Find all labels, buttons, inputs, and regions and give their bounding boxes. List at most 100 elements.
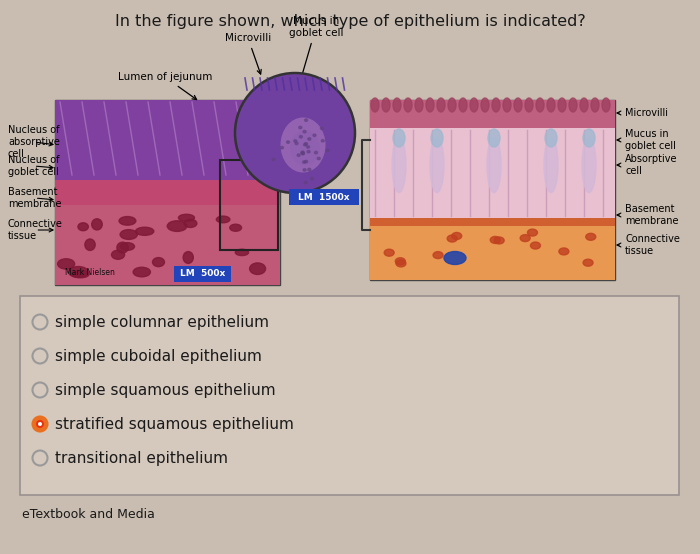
Ellipse shape: [437, 98, 445, 112]
Ellipse shape: [303, 130, 306, 133]
Text: LM  500x: LM 500x: [181, 269, 225, 279]
Text: LM  1500x: LM 1500x: [298, 192, 350, 202]
Ellipse shape: [184, 219, 197, 228]
Ellipse shape: [404, 98, 412, 112]
Ellipse shape: [235, 249, 248, 255]
Ellipse shape: [216, 216, 230, 223]
Bar: [55, 205, 280, 285]
Text: Lumen of jejunum: Lumen of jejunum: [118, 72, 212, 100]
Ellipse shape: [545, 129, 557, 147]
Text: simple cuboidal epithelium: simple cuboidal epithelium: [55, 348, 262, 363]
Ellipse shape: [392, 137, 406, 192]
Ellipse shape: [297, 154, 300, 156]
Bar: [370, 100, 615, 280]
Ellipse shape: [314, 151, 318, 154]
Ellipse shape: [308, 138, 311, 140]
Bar: [370, 218, 615, 226]
FancyBboxPatch shape: [174, 266, 231, 282]
Ellipse shape: [178, 214, 195, 221]
Ellipse shape: [559, 248, 569, 255]
Ellipse shape: [384, 249, 394, 256]
Ellipse shape: [71, 270, 89, 278]
Ellipse shape: [528, 229, 538, 236]
Text: Microvilli: Microvilli: [617, 108, 668, 118]
Ellipse shape: [286, 141, 290, 143]
Text: Nucleus of
absorptive
cell: Nucleus of absorptive cell: [8, 125, 60, 158]
Ellipse shape: [302, 161, 306, 163]
Ellipse shape: [317, 157, 320, 160]
Ellipse shape: [326, 149, 329, 152]
Text: eTextbook and Media: eTextbook and Media: [22, 508, 155, 521]
Ellipse shape: [481, 98, 489, 112]
Text: Basement
membrane: Basement membrane: [8, 187, 62, 209]
Ellipse shape: [117, 242, 128, 253]
Ellipse shape: [307, 150, 310, 153]
Ellipse shape: [57, 259, 75, 269]
Ellipse shape: [307, 146, 309, 148]
Bar: [55, 100, 280, 180]
Bar: [55, 100, 280, 285]
Ellipse shape: [569, 98, 577, 112]
Ellipse shape: [433, 252, 443, 259]
Ellipse shape: [492, 98, 500, 112]
Text: transitional epithelium: transitional epithelium: [55, 450, 228, 465]
Ellipse shape: [503, 98, 511, 112]
Text: Connective
tissue: Connective tissue: [8, 219, 63, 241]
Ellipse shape: [311, 177, 314, 180]
Text: Mucus in
goblet cell: Mucus in goblet cell: [617, 129, 676, 151]
Text: Mucus in
goblet cell: Mucus in goblet cell: [288, 17, 343, 78]
Ellipse shape: [583, 259, 593, 266]
Ellipse shape: [531, 242, 540, 249]
Ellipse shape: [547, 98, 555, 112]
Ellipse shape: [294, 140, 297, 142]
Ellipse shape: [313, 134, 316, 136]
FancyBboxPatch shape: [289, 189, 359, 205]
Ellipse shape: [395, 258, 405, 265]
Text: Mark Nielsen: Mark Nielsen: [65, 268, 115, 277]
Ellipse shape: [300, 136, 302, 138]
Ellipse shape: [448, 98, 456, 112]
Ellipse shape: [250, 263, 265, 274]
Ellipse shape: [308, 168, 311, 171]
Ellipse shape: [78, 223, 88, 230]
Bar: [370, 226, 615, 280]
Ellipse shape: [290, 131, 320, 166]
Ellipse shape: [494, 237, 504, 244]
Ellipse shape: [488, 129, 500, 147]
Text: In the figure shown, which type of epithelium is indicated?: In the figure shown, which type of epith…: [115, 14, 585, 29]
Ellipse shape: [580, 98, 588, 112]
Ellipse shape: [586, 233, 596, 240]
Text: simple squamous epithelium: simple squamous epithelium: [55, 382, 276, 398]
Ellipse shape: [591, 98, 599, 112]
Ellipse shape: [301, 151, 304, 153]
Ellipse shape: [281, 146, 284, 149]
Ellipse shape: [444, 252, 466, 264]
Ellipse shape: [452, 233, 462, 239]
Circle shape: [36, 420, 44, 428]
Text: Absorptive
cell: Absorptive cell: [617, 154, 678, 176]
Ellipse shape: [303, 168, 306, 171]
Ellipse shape: [304, 181, 307, 184]
Ellipse shape: [459, 98, 467, 112]
Circle shape: [38, 422, 42, 426]
Ellipse shape: [393, 129, 405, 147]
Ellipse shape: [295, 142, 298, 145]
Text: simple columnar epithelium: simple columnar epithelium: [55, 315, 269, 330]
Ellipse shape: [544, 137, 558, 192]
Ellipse shape: [321, 140, 324, 142]
Ellipse shape: [85, 239, 95, 250]
Ellipse shape: [371, 98, 379, 112]
Text: Microvilli: Microvilli: [225, 33, 271, 74]
Bar: [370, 128, 615, 218]
Ellipse shape: [431, 129, 443, 147]
Ellipse shape: [281, 117, 326, 172]
Ellipse shape: [536, 98, 544, 112]
Ellipse shape: [304, 142, 307, 145]
Ellipse shape: [415, 98, 423, 112]
Ellipse shape: [470, 98, 478, 112]
Ellipse shape: [487, 137, 501, 192]
Ellipse shape: [582, 137, 596, 192]
Bar: [370, 100, 615, 128]
Circle shape: [32, 417, 48, 432]
Ellipse shape: [426, 98, 434, 112]
